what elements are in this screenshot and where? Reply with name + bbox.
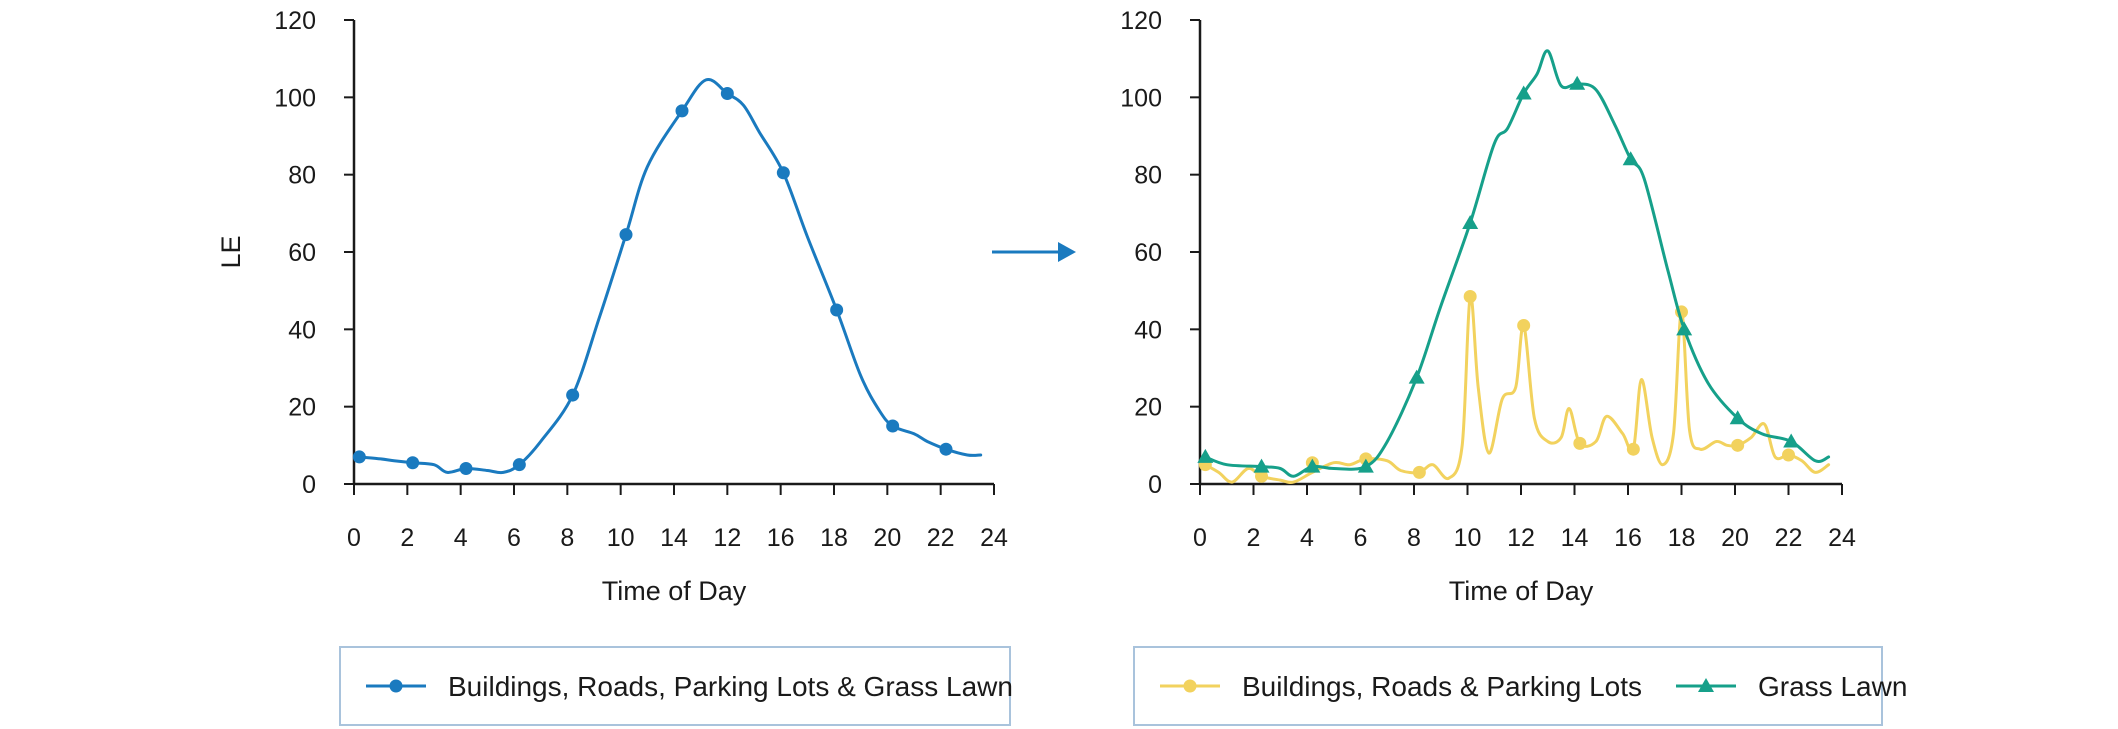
x-tick-label: 14	[660, 524, 688, 552]
data-point-triangle	[1357, 458, 1374, 473]
data-point	[1626, 442, 1640, 456]
x-tick-label: 4	[454, 524, 468, 552]
y-axis-title: LE	[216, 235, 246, 268]
legend-box	[339, 646, 1011, 726]
data-point-triangle	[1408, 369, 1425, 384]
y-tick-label: 120	[274, 7, 316, 35]
y-tick-label: 40	[1134, 316, 1162, 344]
y-tick-label: 0	[1148, 471, 1162, 499]
legend-box	[1133, 646, 1883, 726]
x-tick-label: 14	[1561, 524, 1589, 552]
y-tick-label: 20	[1134, 394, 1162, 422]
data-point	[352, 450, 366, 464]
y-tick-label: 20	[288, 394, 316, 422]
x-tick-label: 0	[1193, 524, 1207, 552]
y-tick-label: 100	[274, 84, 316, 112]
y-tick-label: 60	[1134, 239, 1162, 267]
legend-marker	[1183, 679, 1197, 693]
y-tick-label: 80	[1134, 162, 1162, 190]
x-tick-label: 10	[1454, 524, 1482, 552]
data-point	[1255, 469, 1269, 483]
data-point	[939, 442, 953, 456]
data-point-triangle	[1622, 151, 1639, 166]
data-point	[675, 104, 689, 118]
legend-marker-triangle	[1698, 678, 1714, 692]
x-tick-label: 10	[607, 524, 635, 552]
x-tick-label: 18	[820, 524, 848, 552]
data-point-triangle	[1729, 410, 1746, 425]
x-tick-label: 20	[873, 524, 901, 552]
legend: Buildings, Roads & Parking Lots Grass Law…	[1133, 646, 1907, 726]
x-tick-label: 12	[1507, 524, 1535, 552]
legend: Buildings, Roads, Parking Lots & Grass L…	[339, 646, 1013, 726]
data-point	[886, 419, 900, 433]
x-tick-label: 24	[980, 524, 1008, 552]
legend-label: Buildings, Roads, Parking Lots & Grass L…	[448, 671, 1013, 702]
x-tick-label: 16	[1614, 524, 1642, 552]
data-point	[1782, 448, 1795, 462]
x-tick-label: 6	[1354, 524, 1368, 552]
data-point	[830, 303, 844, 317]
data-point	[619, 228, 633, 242]
data-point-triangle	[1783, 433, 1800, 448]
data-point	[1573, 436, 1587, 450]
data-point	[1412, 465, 1426, 479]
y-tick-label: 60	[288, 239, 316, 267]
x-tick-label: 6	[507, 524, 521, 552]
data-point-triangle	[1515, 85, 1532, 100]
x-tick-label: 20	[1721, 524, 1749, 552]
data-point	[776, 166, 790, 180]
legend-label: Buildings, Roads & Parking Lots	[1242, 671, 1642, 702]
data-point	[512, 458, 526, 472]
series-line	[1203, 49, 1831, 478]
data-point-triangle	[1569, 75, 1586, 90]
data-point-triangle	[1197, 448, 1214, 463]
data-point	[720, 86, 734, 100]
data-point-triangle	[1304, 458, 1321, 473]
series-line	[357, 77, 983, 475]
legend-marker	[389, 679, 403, 693]
data-point	[406, 456, 420, 470]
data-point	[1517, 318, 1531, 332]
legend-label: Grass Lawn	[1758, 671, 1907, 702]
transition-arrow	[992, 242, 1076, 262]
x-tick-label: 0	[347, 524, 361, 552]
x-axis-title: Time of Day	[1449, 576, 1594, 606]
x-axis-title: Time of Day	[602, 576, 747, 606]
y-tick-label: 120	[1120, 7, 1162, 35]
data-point	[1731, 438, 1745, 452]
x-tick-label: 2	[1247, 524, 1261, 552]
x-tick-label: 8	[560, 524, 574, 552]
x-tick-label: 18	[1668, 524, 1696, 552]
y-tick-label: 100	[1120, 84, 1162, 112]
x-tick-label: 22	[1775, 524, 1803, 552]
x-tick-label: 2	[400, 524, 414, 552]
y-tick-label: 40	[288, 316, 316, 344]
data-point-triangle	[1676, 321, 1693, 336]
data-point	[1463, 289, 1477, 303]
y-tick-label: 0	[302, 471, 316, 499]
x-tick-label: 4	[1300, 524, 1314, 552]
x-tick-label: 24	[1828, 524, 1856, 552]
x-tick-label: 22	[927, 524, 955, 552]
data-point-triangle	[1462, 215, 1479, 229]
y-tick-label: 80	[288, 162, 316, 190]
x-tick-label: 16	[767, 524, 795, 552]
data-point	[459, 462, 473, 476]
data-point-triangle	[1253, 458, 1270, 473]
arrow-head	[1058, 242, 1076, 262]
x-tick-label: 12	[713, 524, 741, 552]
data-point	[566, 388, 580, 402]
x-tick-label: 8	[1407, 524, 1421, 552]
series-line	[1203, 294, 1831, 484]
